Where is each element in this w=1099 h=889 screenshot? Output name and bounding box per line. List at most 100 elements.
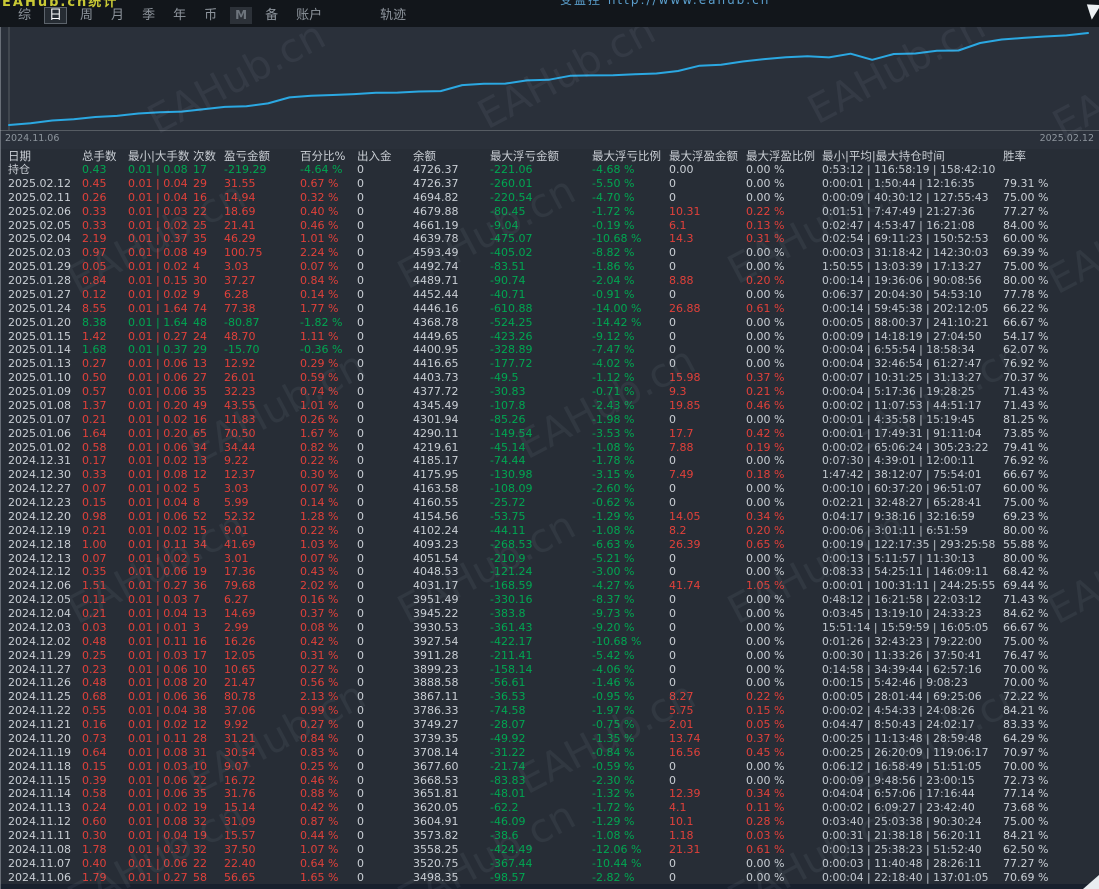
table-row[interactable]: 2025.01.081.370.01 | 0.204943.551.01 %04… [0,399,1099,413]
menu-item-年[interactable]: 年 [168,7,191,24]
menu-item-备[interactable]: 备 [260,7,283,24]
table-row[interactable]: 2024.12.020.480.01 | 0.111616.260.42 %03… [0,635,1099,649]
menu-item-账户[interactable]: 账户 [291,7,327,24]
cell-pnl: 41.69 [224,538,300,552]
table-row[interactable]: 2025.02.110.260.01 | 0.041614.940.32 %04… [0,191,1099,205]
table-row[interactable]: 2024.12.120.350.01 | 0.061917.360.43 %04… [0,565,1099,579]
table-row[interactable]: 2024.11.260.480.01 | 0.082021.470.56 %03… [0,676,1099,690]
table-row[interactable]: 2025.01.141.680.01 | 0.3729-15.70-0.36 %… [0,343,1099,357]
menu-item-M[interactable]: M [230,7,252,24]
table-row[interactable]: 2024.12.130.070.01 | 0.0253.010.07 %0405… [0,552,1099,566]
cell-pnl-pct: 0.83 % [300,746,357,760]
table-row[interactable]: 2025.02.042.190.01 | 0.373546.291.01 %04… [0,232,1099,246]
menu-item-季[interactable]: 季 [137,7,160,24]
table-row[interactable]: 2024.11.061.790.01 | 0.275856.651.65 %03… [0,871,1099,885]
cell-min-max-lots: 0.01 | 0.04 [128,177,193,191]
cell-max-float-loss-pct: -1.29 % [592,815,669,829]
table-row[interactable]: 2024.11.220.550.01 | 0.043837.060.99 %03… [0,704,1099,718]
cell-trade-count: 48 [193,316,224,330]
table-row[interactable]: 2024.11.130.240.01 | 0.021915.140.42 %03… [0,801,1099,815]
table-row[interactable]: 2024.11.070.400.01 | 0.062222.400.64 %03… [0,857,1099,871]
menu-item-trajectory[interactable]: 轨迹 [375,7,411,24]
clipped-url-text: 受监控 http://www.eahub.cn [560,0,770,8]
table-row[interactable]: 2025.02.050.330.01 | 0.022521.410.46 %04… [0,219,1099,233]
cell-max-float-profit-pct: 0.00 % [746,635,822,649]
cell-balance: 4051.54 [413,552,490,566]
equity-curve-svg [0,27,1099,131]
cell-min-max-lots: 0.01 | 0.06 [128,774,193,788]
cell-pnl: 9.01 [224,524,300,538]
table-row[interactable]: 2025.01.070.210.01 | 0.021611.830.26 %04… [0,413,1099,427]
table-row[interactable]: 2025.01.270.120.01 | 0.0296.280.14 %0445… [0,288,1099,302]
cell-max-float-profit-pct: 0.61 % [746,843,822,857]
cell-total-lots: 0.07 [82,482,128,496]
menu-item-币[interactable]: 币 [199,7,222,24]
cell-max-float-loss: -361.43 [490,621,592,635]
table-row[interactable]: 2025.01.290.050.01 | 0.0243.030.07 %0449… [0,260,1099,274]
table-row[interactable]: 2024.11.081.780.01 | 0.373237.501.07 %03… [0,843,1099,857]
table-row[interactable]: 2025.01.248.550.01 | 1.647477.381.77 %04… [0,302,1099,316]
table-row[interactable]: 2024.11.120.600.01 | 0.083231.090.87 %03… [0,815,1099,829]
table-row[interactable]: 2024.12.190.210.01 | 0.02159.010.22 %041… [0,524,1099,538]
table-row[interactable]: 2025.01.061.640.01 | 0.206570.501.67 %04… [0,427,1099,441]
table-row[interactable]: 2025.01.020.580.01 | 0.063434.440.82 %04… [0,441,1099,455]
table-row[interactable]: 2025.01.208.380.01 | 1.6448-80.87-1.82 %… [0,316,1099,330]
cell-hold-times: 0:01:26 | 32:43:23 | 79:22:00 [822,635,1003,649]
table-row[interactable]: 2024.11.200.730.01 | 0.112831.210.84 %03… [0,732,1099,746]
table-row[interactable]: 2024.12.050.110.01 | 0.0376.270.16 %0395… [0,593,1099,607]
cell-max-float-profit-pct: 0.00 % [746,774,822,788]
table-row[interactable]: 2025.01.280.840.01 | 0.153037.270.84 %04… [0,274,1099,288]
cell-total-lots: 1.37 [82,399,128,413]
table-row[interactable]: 2024.12.181.000.01 | 0.113441.691.03 %04… [0,538,1099,552]
table-row[interactable]: 2024.11.210.160.01 | 0.02129.920.27 %037… [0,718,1099,732]
cell-max-float-loss: -475.07 [490,232,592,246]
table-row[interactable]: 2025.01.100.500.01 | 0.062726.010.59 %04… [0,371,1099,385]
cell-deposit-withdraw: 0 [357,302,413,316]
cell-hold-times: 0:00:01 | 4:35:58 | 15:19:45 [822,413,1003,427]
table-row[interactable]: 2024.11.110.300.01 | 0.041915.570.44 %03… [0,829,1099,843]
table-row[interactable]: 2024.11.180.150.01 | 0.03109.070.25 %036… [0,760,1099,774]
cell-balance: 4031.17 [413,579,490,593]
cell-max-float-profit: 0 [669,774,746,788]
cell-balance: 3668.53 [413,774,490,788]
table-row[interactable]: 持仓0.430.01 | 0.0817-219.29-4.64 %04726.3… [0,163,1099,177]
cell-balance: 4679.88 [413,205,490,219]
table-row[interactable]: 2024.12.200.980.01 | 0.065252.321.28 %04… [0,510,1099,524]
table-row[interactable]: 2024.11.150.390.01 | 0.062216.720.46 %03… [0,774,1099,788]
table-row[interactable]: 2024.12.310.170.01 | 0.02139.220.22 %041… [0,454,1099,468]
cell-hold-times: 0:00:30 | 11:33:26 | 37:50:41 [822,649,1003,663]
table-row[interactable]: 2025.02.030.970.01 | 0.0849100.752.24 %0… [0,246,1099,260]
table-row[interactable]: 2025.02.060.330.01 | 0.032218.690.40 %04… [0,205,1099,219]
table-row[interactable]: 2024.12.300.330.01 | 0.081212.370.30 %04… [0,468,1099,482]
cell-date: 2025.01.13 [8,357,82,371]
cell-min-max-lots: 0.01 | 0.06 [128,857,193,871]
cell-max-float-loss-pct: -5.21 % [592,552,669,566]
table-row[interactable]: 2025.02.120.450.01 | 0.042931.550.67 %04… [0,177,1099,191]
cell-max-float-profit-pct: 1.05 % [746,579,822,593]
table-row[interactable]: 2025.01.130.270.01 | 0.061312.920.29 %04… [0,357,1099,371]
cell-win-rate: 80.00 % [1003,274,1099,288]
table-row[interactable]: 2024.11.250.680.01 | 0.063680.782.13 %03… [0,690,1099,704]
table-row[interactable]: 2024.12.230.150.01 | 0.0485.990.14 %0416… [0,496,1099,510]
table-row[interactable]: 2024.11.190.640.01 | 0.083130.540.83 %03… [0,746,1099,760]
table-row[interactable]: 2024.11.140.580.01 | 0.063531.760.88 %03… [0,787,1099,801]
cell-date: 2024.12.04 [8,607,82,621]
cell-hold-times: 0:00:03 | 31:18:42 | 142:30:03 [822,246,1003,260]
table-row[interactable]: 2024.12.270.070.01 | 0.0253.030.07 %0416… [0,482,1099,496]
table-row[interactable]: 2024.11.290.250.01 | 0.031712.050.31 %03… [0,649,1099,663]
cell-win-rate: 77.78 % [1003,288,1099,302]
table-row[interactable]: 2024.12.061.510.01 | 0.273679.682.02 %04… [0,579,1099,593]
table-row[interactable]: 2024.11.270.230.01 | 0.061010.650.27 %03… [0,663,1099,677]
cell-pnl: 2.99 [224,621,300,635]
cell-max-float-loss: -221.06 [490,163,592,177]
table-row[interactable]: 2024.12.030.030.01 | 0.0132.990.08 %0393… [0,621,1099,635]
cell-hold-times: 0:02:47 | 4:53:47 | 16:21:08 [822,219,1003,233]
table-row[interactable]: 2025.01.151.420.01 | 0.272448.701.11 %04… [0,330,1099,344]
table-row[interactable]: 2025.01.090.570.01 | 0.063532.230.74 %04… [0,385,1099,399]
cell-max-float-profit-pct: 0.61 % [746,302,822,316]
table-row[interactable]: 2024.12.040.210.01 | 0.041314.690.37 %03… [0,607,1099,621]
resize-handle[interactable] [1083,875,1099,889]
cell-max-float-profit: 8.88 [669,274,746,288]
cell-deposit-withdraw: 0 [357,468,413,482]
cell-win-rate: 62.07 % [1003,343,1099,357]
